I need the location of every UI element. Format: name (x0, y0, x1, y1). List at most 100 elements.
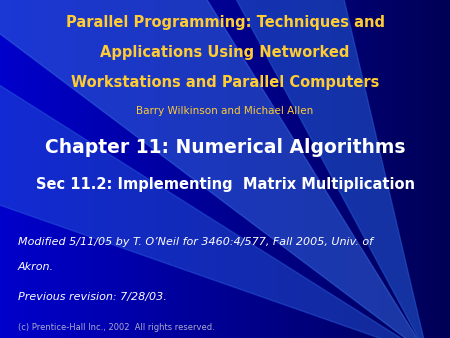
Bar (184, 0, 187, 338)
Bar (342, 0, 344, 338)
Bar (140, 0, 142, 338)
Bar (236, 0, 238, 338)
Bar (180, 0, 182, 338)
Bar (344, 0, 346, 338)
Bar (133, 0, 135, 338)
Bar (230, 0, 232, 338)
Bar (389, 0, 392, 338)
Text: Applications Using Networked: Applications Using Networked (100, 45, 350, 60)
Bar (202, 0, 205, 338)
Bar (356, 0, 358, 338)
Bar (47, 0, 50, 338)
Bar (392, 0, 394, 338)
Bar (220, 0, 223, 338)
Bar (14, 0, 16, 338)
Bar (414, 0, 416, 338)
Bar (160, 0, 162, 338)
Bar (313, 0, 315, 338)
Bar (92, 0, 94, 338)
Bar (176, 0, 178, 338)
Bar (191, 0, 194, 338)
Bar (155, 0, 158, 338)
Bar (63, 0, 65, 338)
Bar (232, 0, 234, 338)
Bar (11, 0, 13, 338)
Bar (398, 0, 400, 338)
Bar (81, 0, 83, 338)
Bar (27, 0, 29, 338)
Bar (234, 0, 236, 338)
Bar (151, 0, 153, 338)
Bar (439, 0, 441, 338)
Bar (112, 0, 115, 338)
Bar (326, 0, 328, 338)
Bar (410, 0, 412, 338)
Bar (45, 0, 47, 338)
Bar (205, 0, 207, 338)
Bar (218, 0, 220, 338)
Bar (9, 0, 11, 338)
Bar (94, 0, 97, 338)
Bar (2, 0, 4, 338)
Bar (18, 0, 20, 338)
Bar (68, 0, 70, 338)
Bar (178, 0, 180, 338)
Bar (243, 0, 245, 338)
Bar (38, 0, 40, 338)
Bar (315, 0, 317, 338)
Bar (328, 0, 331, 338)
Bar (340, 0, 342, 338)
Bar (248, 0, 250, 338)
Bar (436, 0, 439, 338)
Bar (382, 0, 385, 338)
Bar (212, 0, 214, 338)
Bar (216, 0, 218, 338)
Bar (358, 0, 360, 338)
Bar (70, 0, 72, 338)
Bar (310, 0, 313, 338)
Bar (25, 0, 27, 338)
Bar (270, 0, 272, 338)
Bar (22, 0, 25, 338)
Bar (380, 0, 382, 338)
Text: (c) Prentice-Hall Inc., 2002  All rights reserved.: (c) Prentice-Hall Inc., 2002 All rights … (18, 323, 215, 332)
Bar (425, 0, 428, 338)
Bar (279, 0, 281, 338)
Bar (288, 0, 290, 338)
Bar (263, 0, 266, 338)
Bar (200, 0, 202, 338)
Bar (36, 0, 38, 338)
Bar (7, 0, 9, 338)
Bar (209, 0, 211, 338)
Bar (58, 0, 61, 338)
Bar (61, 0, 63, 338)
Bar (108, 0, 110, 338)
Bar (261, 0, 263, 338)
Bar (364, 0, 367, 338)
Bar (430, 0, 432, 338)
Bar (76, 0, 79, 338)
Bar (79, 0, 81, 338)
Bar (99, 0, 101, 338)
Bar (362, 0, 364, 338)
Bar (52, 0, 54, 338)
Bar (268, 0, 270, 338)
Bar (349, 0, 351, 338)
Bar (378, 0, 380, 338)
Bar (428, 0, 430, 338)
Bar (387, 0, 389, 338)
Bar (171, 0, 173, 338)
Bar (322, 0, 324, 338)
Bar (34, 0, 36, 338)
Bar (158, 0, 160, 338)
Bar (299, 0, 302, 338)
Bar (353, 0, 356, 338)
Bar (272, 0, 274, 338)
Text: Chapter 11: Numerical Algorithms: Chapter 11: Numerical Algorithms (45, 138, 405, 157)
Bar (83, 0, 86, 338)
Bar (331, 0, 333, 338)
Bar (360, 0, 362, 338)
Bar (308, 0, 310, 338)
Bar (65, 0, 68, 338)
Bar (166, 0, 169, 338)
